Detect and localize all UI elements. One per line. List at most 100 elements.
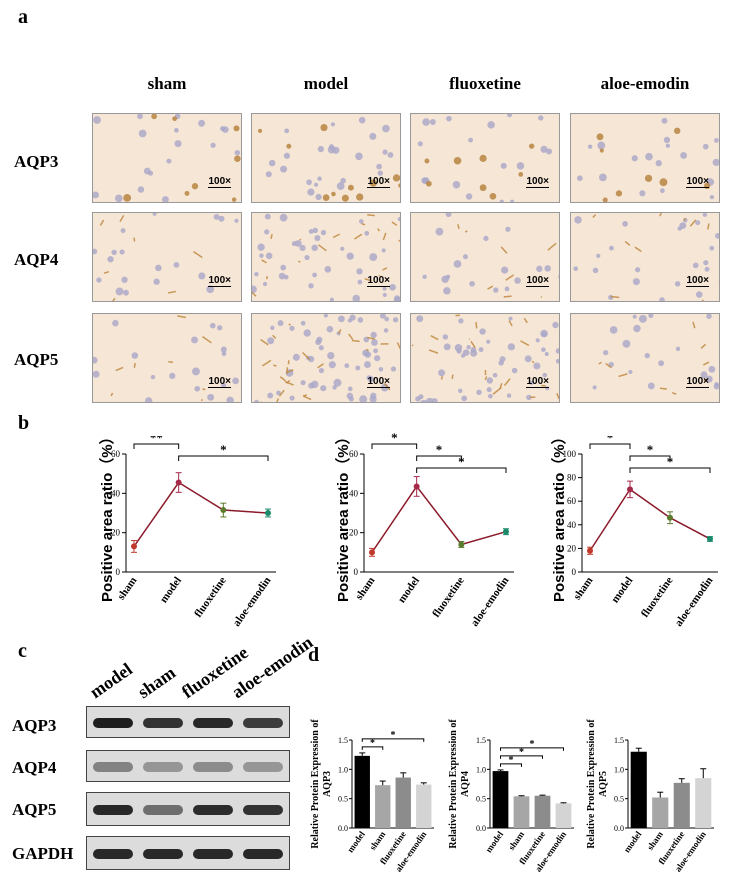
band-fluoxetine	[193, 762, 233, 772]
micrograph-aqp5-fluoxetine: 100×	[410, 313, 560, 403]
x-tick-label-model: model	[158, 575, 184, 605]
band-sham	[143, 718, 183, 728]
significance-label: *	[509, 755, 514, 766]
band-aloe-emodin	[243, 805, 283, 815]
y-tick-label: 60	[111, 449, 121, 459]
micrograph-aqp4-aloe-emodin: 100×	[570, 212, 720, 302]
bar-chart-aqp3-expression: Relative Protein Expression ofAQP3 0.0 0.5…	[310, 719, 434, 874]
blot-row-label-aqp4: AQP4	[12, 758, 57, 777]
significance-bracket	[178, 455, 269, 461]
significance-bracket	[589, 443, 631, 449]
bar-aloe-emodin	[695, 778, 712, 828]
x-tick-label-sham: sham	[115, 575, 139, 602]
bar-sham	[513, 796, 530, 828]
y-tick-label: 1.0	[614, 765, 624, 774]
y-tick-label: 0.5	[338, 795, 348, 804]
micrograph-aqp3-aloe-emodin: 100×	[570, 113, 720, 203]
significance-bracket	[416, 455, 462, 461]
band-sham	[143, 849, 183, 859]
blot-strip-aqp4	[86, 750, 290, 782]
panel-letter-d: d	[308, 644, 320, 666]
scale-label: 100×	[526, 376, 549, 388]
x-tick-label-model: model	[345, 829, 367, 854]
significance-bracket	[629, 467, 711, 473]
y-tick-label: 1.0	[476, 765, 486, 774]
data-point-fluoxetine	[667, 514, 673, 521]
y-tick-label: 40	[349, 488, 359, 498]
y-axis-label: Relative Protein Expression ofAQP4	[448, 719, 471, 849]
micrograph-aqp3-model: 100×	[251, 113, 401, 203]
panel-letter-b: b	[18, 412, 30, 434]
bar-chart-aqp4-expression: Relative Protein Expression ofAQP4 0.0 0.5…	[448, 719, 574, 874]
scale-label: 100×	[208, 376, 231, 388]
panel-letter-c: c	[18, 640, 27, 662]
y-tick-label: 100	[563, 449, 577, 459]
significance-label: **	[150, 436, 163, 445]
panel-letter-a: a	[18, 6, 28, 28]
y-tick-label: 0.5	[614, 795, 624, 804]
y-tick-label: 80	[567, 473, 577, 483]
y-tick-label: 0.0	[338, 824, 348, 833]
x-tick-label-fluoxetine: fluoxetine	[192, 575, 229, 620]
micrograph-aqp4-sham: 100×	[92, 212, 242, 302]
y-tick-label: 20	[567, 543, 577, 553]
bar-model	[630, 751, 647, 828]
lane-label-sham: sham	[133, 662, 180, 703]
scale-label: 100×	[526, 176, 549, 188]
band-aloe-emodin	[243, 718, 283, 728]
bar-model	[492, 771, 509, 828]
bar-sham	[375, 785, 391, 828]
y-tick-label: 40	[111, 488, 121, 498]
x-tick-label-fluoxetine: fluoxetine	[430, 575, 467, 620]
x-tick-label-aloe-emodin: aloe-emodin	[673, 575, 716, 629]
data-point-sham	[587, 547, 593, 554]
significance-label: *	[607, 436, 614, 445]
y-tick-label: 0.0	[476, 824, 486, 833]
data-point-sham	[369, 549, 375, 556]
lane-label-aloe-emodin: aloe-emodin	[227, 631, 317, 703]
scale-label: 100×	[208, 275, 231, 287]
significance-label: *	[519, 747, 524, 758]
significance-bracket	[133, 443, 180, 449]
scale-label: 100×	[367, 376, 390, 388]
row-header-aqp4: AQP4	[14, 250, 59, 269]
column-header-model: model	[303, 74, 349, 93]
band-model	[93, 849, 133, 859]
bar-aloe-emodin	[555, 803, 572, 828]
y-tick-label: 20	[349, 528, 359, 538]
micrograph-aqp3-fluoxetine: 100×	[410, 113, 560, 203]
data-point-model	[175, 479, 182, 486]
significance-bracket	[361, 738, 425, 742]
significance-label: *	[436, 442, 443, 457]
scale-label: 100×	[526, 275, 549, 287]
micrograph-aqp3-sham: 100×	[92, 113, 242, 203]
x-tick-label-sham: sham	[571, 575, 595, 602]
column-header-sham: sham	[147, 74, 187, 93]
y-tick-label: 60	[567, 496, 577, 506]
y-tick-label: 0	[116, 567, 121, 577]
data-point-aloe-emodin	[265, 510, 271, 516]
micrograph-aqp4-fluoxetine: 100×	[410, 212, 560, 302]
bar-aloe-emodin	[416, 784, 432, 828]
band-fluoxetine	[193, 849, 233, 859]
y-tick-label: 1.5	[338, 736, 348, 745]
significance-label: *	[458, 454, 465, 469]
blot-row-label-gapdh: GAPDH	[12, 844, 74, 863]
y-tick-label: 1.5	[476, 736, 486, 745]
y-tick-label: 1.5	[614, 736, 624, 745]
y-tick-label: 60	[349, 449, 359, 459]
significance-bracket	[371, 443, 418, 449]
significance-label: *	[647, 442, 654, 457]
data-point-fluoxetine	[458, 541, 465, 548]
significance-label: *	[667, 454, 674, 469]
bar-chart-aqp5-expression: Relative Protein Expression ofAQP5 0.0 0.5…	[586, 719, 714, 874]
row-header-aqp5: AQP5	[14, 350, 59, 369]
blot-strip-aqp5	[86, 792, 290, 826]
significance-bracket	[500, 747, 564, 751]
band-sham	[143, 762, 183, 772]
bar-model	[354, 755, 370, 828]
significance-bracket	[629, 455, 671, 461]
significance-label: *	[220, 442, 227, 457]
x-tick-label-aloe-emodin: aloe-emodin	[469, 575, 512, 629]
